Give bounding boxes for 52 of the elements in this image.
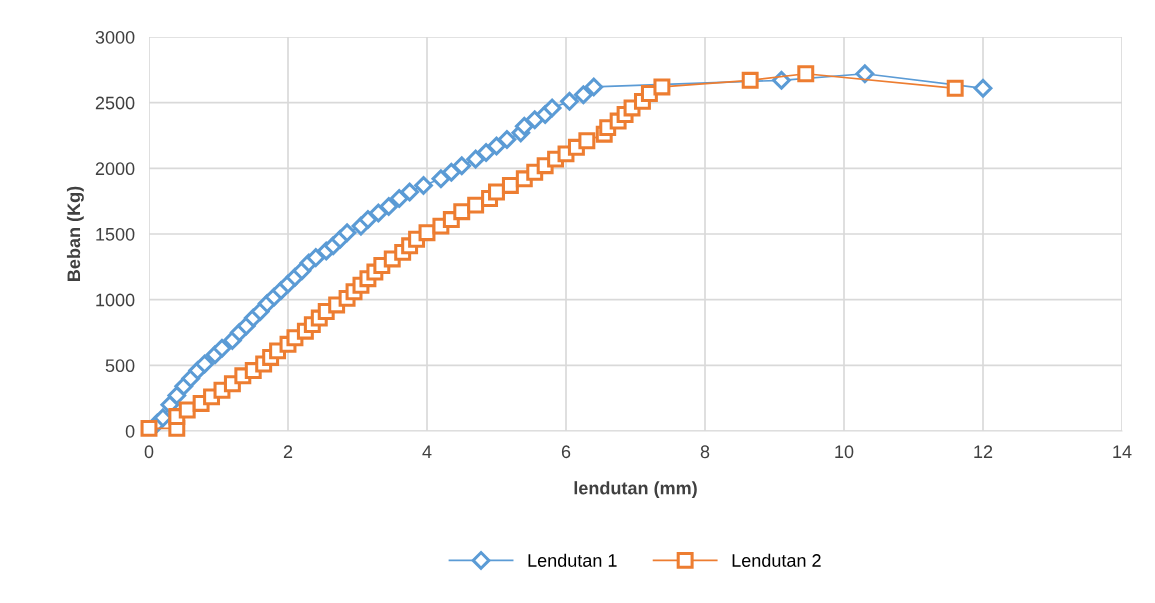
point xyxy=(467,196,485,214)
point xyxy=(573,85,593,105)
point xyxy=(797,65,815,83)
point xyxy=(379,197,399,216)
point xyxy=(212,338,232,358)
point xyxy=(441,162,461,182)
point xyxy=(476,143,496,162)
x-tick-label: 0 xyxy=(144,445,154,459)
x-tick-label: 4 xyxy=(422,445,432,458)
point xyxy=(452,156,472,176)
x-tick-label: 12 xyxy=(974,445,993,458)
point xyxy=(453,203,471,221)
point xyxy=(389,189,409,208)
point xyxy=(400,182,420,202)
point xyxy=(501,176,519,194)
point xyxy=(306,248,326,268)
point xyxy=(431,169,451,189)
point xyxy=(414,176,433,195)
point xyxy=(578,132,596,150)
point xyxy=(946,79,964,97)
point xyxy=(368,203,388,223)
y-tick-label: 1500 xyxy=(96,227,135,241)
point xyxy=(855,64,875,84)
y-tick-label: 500 xyxy=(105,359,135,373)
x-axis-title: lendutan (mm) xyxy=(574,481,697,498)
y-tick-label: 1000 xyxy=(96,293,135,307)
point xyxy=(487,136,506,156)
point xyxy=(584,77,604,97)
point xyxy=(560,91,579,111)
point xyxy=(653,78,671,96)
x-tick-label: 2 xyxy=(283,445,293,458)
y-tick-label: 2500 xyxy=(95,96,135,110)
x-tick-label: 8 xyxy=(700,445,710,459)
point xyxy=(358,210,378,229)
y-tick-label: 0 xyxy=(125,424,135,438)
point xyxy=(337,223,357,243)
y-tick-label: 3000 xyxy=(95,30,135,44)
point xyxy=(973,78,993,98)
point xyxy=(741,71,759,89)
point xyxy=(140,419,158,437)
point xyxy=(195,354,214,374)
legend-label: Lendutan 2 xyxy=(732,553,821,567)
y-tick-label: 2000 xyxy=(95,162,135,176)
point xyxy=(514,116,534,136)
x-tick-label: 14 xyxy=(1113,445,1132,458)
legend-label: Lendutan 1 xyxy=(528,553,617,567)
point xyxy=(497,130,517,149)
x-tick-label: 10 xyxy=(835,445,854,459)
y-axis-title: Beban (Kg) xyxy=(66,186,84,281)
point xyxy=(542,98,562,118)
x-tick-label: 6 xyxy=(561,445,571,459)
point xyxy=(466,149,486,169)
